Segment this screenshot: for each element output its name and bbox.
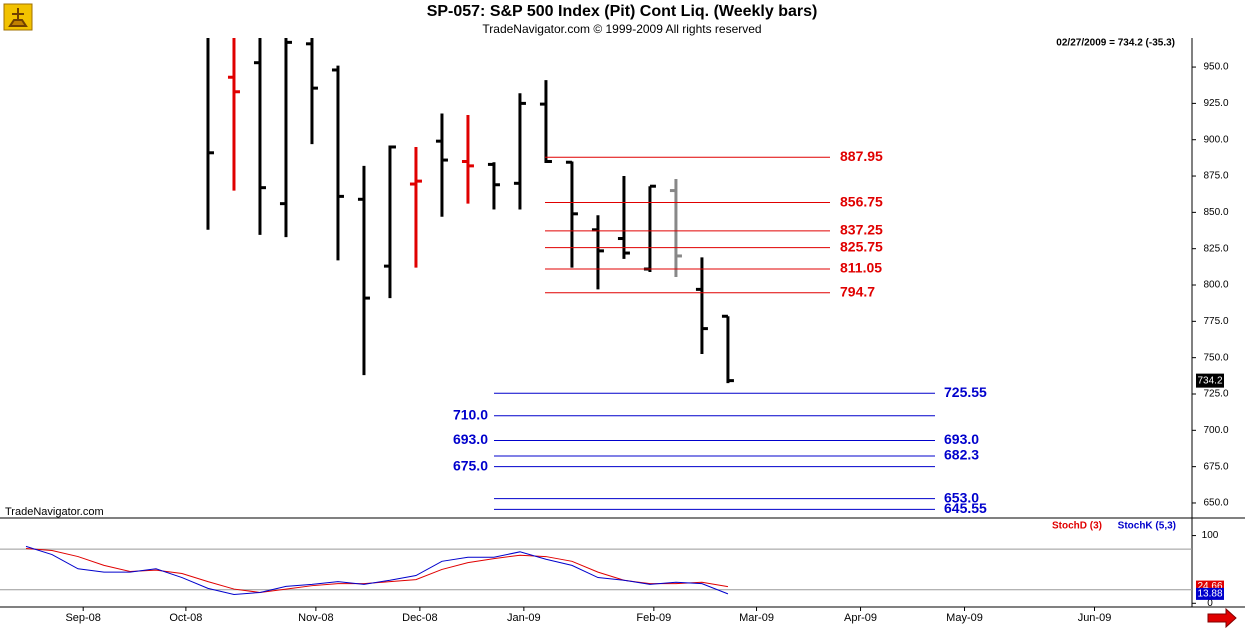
support-label: 693.0 xyxy=(453,431,488,447)
support-label: 682.3 xyxy=(944,447,979,463)
x-tick-label: May-09 xyxy=(946,612,983,624)
watermark: TradeNavigator.com xyxy=(5,506,104,518)
y-tick-label: 875.0 xyxy=(1203,171,1228,182)
stoch-line xyxy=(25,545,729,595)
x-tick-label: Dec-08 xyxy=(402,612,437,624)
x-tick-label: Oct-08 xyxy=(169,612,202,624)
resistance-label: 811.05 xyxy=(840,260,882,276)
last-price-box xyxy=(1196,373,1224,388)
y-tick-label: 850.0 xyxy=(1203,207,1228,218)
y-tick-label: 700.0 xyxy=(1203,425,1228,436)
resistance-label: 825.75 xyxy=(840,238,883,254)
resistance-label: 794.7 xyxy=(840,283,875,299)
resistance-label: 856.75 xyxy=(840,193,883,209)
logo xyxy=(3,3,33,31)
x-tick-label: Jan-09 xyxy=(507,612,541,624)
support-label: 675.0 xyxy=(453,457,488,473)
legend-entry: StochK (5,3) xyxy=(1118,521,1176,532)
y-tick-label: 825.0 xyxy=(1203,243,1228,254)
last-value-label: 13.88 xyxy=(1197,589,1222,600)
y-tick-label: 900.0 xyxy=(1203,134,1228,145)
scroll-arrow[interactable] xyxy=(1207,607,1237,629)
chart-subtitle: TradeNavigator.com © 1999-2009 All right… xyxy=(482,22,761,36)
last-value-label: 24.66 xyxy=(1197,581,1222,592)
last-value-box xyxy=(1196,587,1224,600)
legend-entry: StochD (3) xyxy=(1052,521,1102,532)
support-label: 693.0 xyxy=(944,431,979,447)
support-label: 725.55 xyxy=(944,384,987,400)
stoch-lines xyxy=(0,545,1192,595)
x-tick-label: Nov-08 xyxy=(298,612,333,624)
y-tick-label: 800.0 xyxy=(1203,280,1228,291)
logo-glyph xyxy=(8,8,28,27)
x-tick-label: Mar-09 xyxy=(739,612,774,624)
price-bars xyxy=(206,38,734,384)
support-label: 710.0 xyxy=(453,406,488,422)
y-tick-label: 650.0 xyxy=(1203,498,1228,509)
support-label: 645.55 xyxy=(944,500,987,516)
y-tick-label: 925.0 xyxy=(1203,98,1228,109)
y-tick-label: 100 xyxy=(1202,530,1219,541)
y-tick-label: 0 xyxy=(1207,598,1213,609)
chart-title: SP-057: S&P 500 Index (Pit) Cont Liq. (W… xyxy=(427,3,818,20)
resistance-label: 887.95 xyxy=(840,148,883,164)
last-price-label: 734.2 xyxy=(1197,375,1222,386)
y-tick-label: 775.0 xyxy=(1203,316,1228,327)
y-tick-label: 675.0 xyxy=(1203,461,1228,472)
header-info: 02/27/2009 = 734.2 (-35.3) xyxy=(1056,38,1175,49)
y-tick-label: 750.0 xyxy=(1203,352,1228,363)
stoch-line xyxy=(25,547,729,593)
resistance-label: 837.25 xyxy=(840,222,883,238)
x-tick-label: Sep-08 xyxy=(65,612,100,624)
y-tick-label: 950.0 xyxy=(1203,62,1228,73)
y-tick-label: 725.0 xyxy=(1203,389,1228,400)
x-tick-label: Apr-09 xyxy=(844,612,877,624)
x-tick-label: Feb-09 xyxy=(636,612,671,624)
support-label: 653.0 xyxy=(944,489,979,505)
x-tick-label: Jun-09 xyxy=(1078,612,1112,624)
